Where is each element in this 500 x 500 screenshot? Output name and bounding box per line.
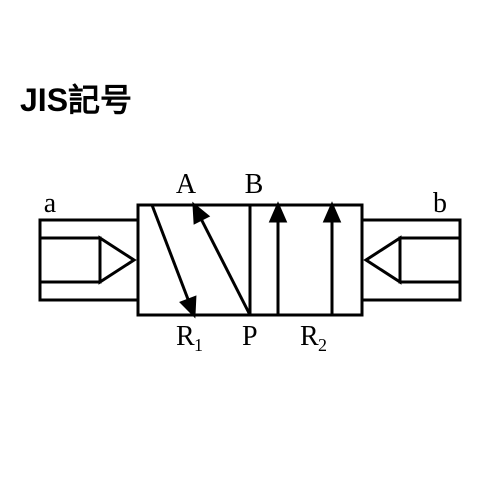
- actuator-left-inner: [40, 238, 100, 282]
- port-label-R2: R2: [300, 321, 327, 355]
- svg-text:R: R: [300, 321, 319, 352]
- port-label-P: P: [242, 321, 258, 352]
- actuator-right-outer: [362, 220, 460, 300]
- svg-text:P: P: [242, 321, 258, 352]
- actuator-right-inner: [400, 238, 460, 282]
- flow-left-1: [194, 205, 250, 315]
- svg-text:1: 1: [194, 335, 203, 355]
- actuator-left-outer: [40, 220, 138, 300]
- flow-left-0: [152, 205, 194, 315]
- svg-text:a: a: [44, 188, 57, 219]
- port-label-R1: R1: [176, 321, 203, 355]
- svg-text:A: A: [176, 169, 197, 200]
- svg-text:2: 2: [318, 335, 327, 355]
- pneumatic-valve-symbol: ABR1PR2ab: [0, 0, 500, 500]
- svg-text:R: R: [176, 321, 195, 352]
- svg-text:b: b: [433, 188, 447, 219]
- svg-text:B: B: [245, 169, 264, 200]
